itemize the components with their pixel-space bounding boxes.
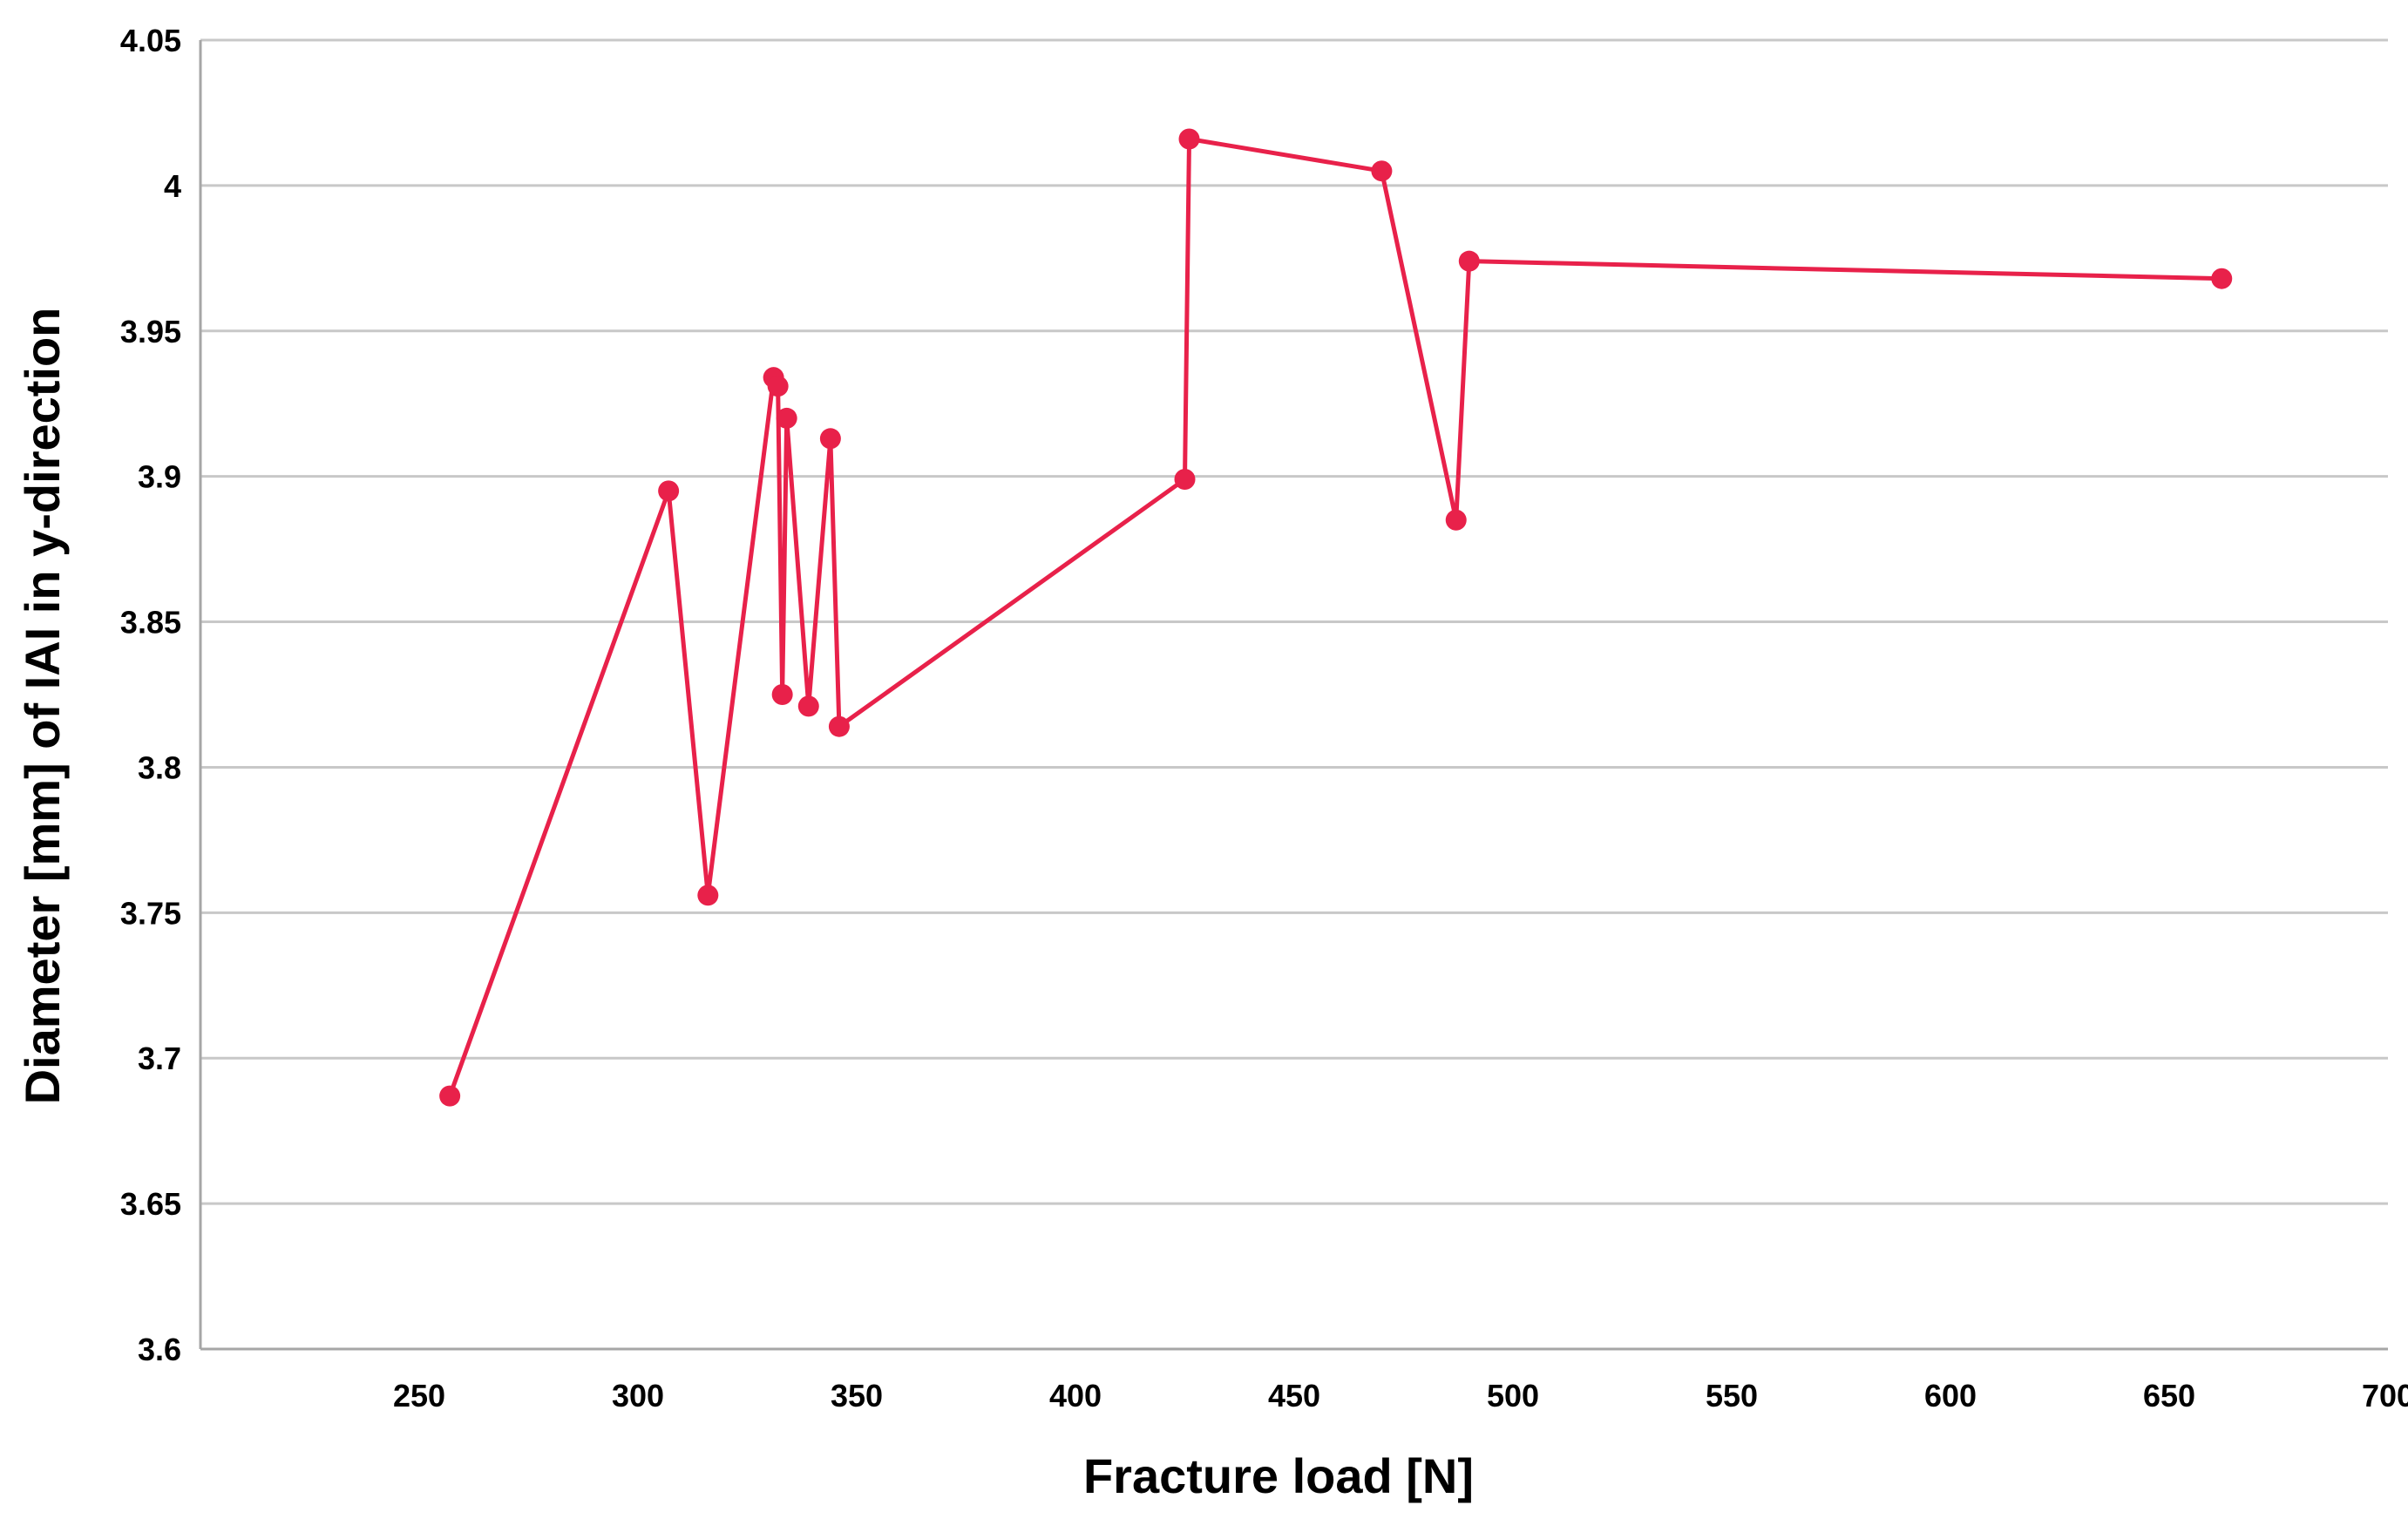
y-tick-labels: 3.6 3.65 3.7 3.75 3.8 3.85 3.9 3.95 4 4.05 [120,23,181,1367]
x-tick-label: 700 [2362,1378,2408,1414]
gridlines [200,38,2388,1205]
y-axis-title: Diameter [mm] of IAI in y-direction [15,308,70,1105]
y-tick-label: 3.9 [138,459,181,495]
x-tick-labels: 250 300 350 400 450 500 550 600 650 700 [393,1378,2408,1414]
y-tick-label: 3.85 [120,605,181,641]
data-point [797,695,819,717]
data-series [439,128,2233,1107]
data-point [2211,268,2233,289]
data-point [1445,509,1467,531]
x-tick-label: 600 [1924,1378,1977,1414]
y-tick-label: 3.6 [138,1332,181,1367]
axes [199,40,2388,1351]
x-tick-label: 450 [1268,1378,1320,1414]
data-point [1458,250,1480,272]
data-point [658,480,680,502]
series-line [447,136,2222,1097]
x-tick-label: 300 [612,1378,664,1414]
data-point [439,1085,461,1107]
x-tick-label: 400 [1049,1378,1102,1414]
data-point [776,407,797,429]
data-point [1178,128,1200,150]
data-point [1174,469,1196,491]
y-tick-label: 4 [164,168,181,204]
y-tick-label: 4.05 [120,23,181,58]
x-tick-label: 350 [831,1378,883,1414]
data-point [767,376,789,397]
data-point [697,885,719,906]
x-tick-label: 500 [1487,1378,1539,1414]
y-tick-label: 3.7 [138,1041,181,1076]
y-tick-label: 3.8 [138,749,181,785]
data-point [1371,160,1393,182]
x-axis-title: Fracture load [N] [1083,1448,1474,1503]
data-point [828,715,850,737]
x-tick-label: 550 [1706,1378,1758,1414]
x-tick-label: 250 [393,1378,445,1414]
y-tick-label: 3.95 [120,314,181,349]
data-point [819,428,841,450]
y-tick-label: 3.75 [120,895,181,931]
y-tick-label: 3.65 [120,1186,181,1222]
x-tick-label: 650 [2143,1378,2195,1414]
data-point [771,684,793,705]
